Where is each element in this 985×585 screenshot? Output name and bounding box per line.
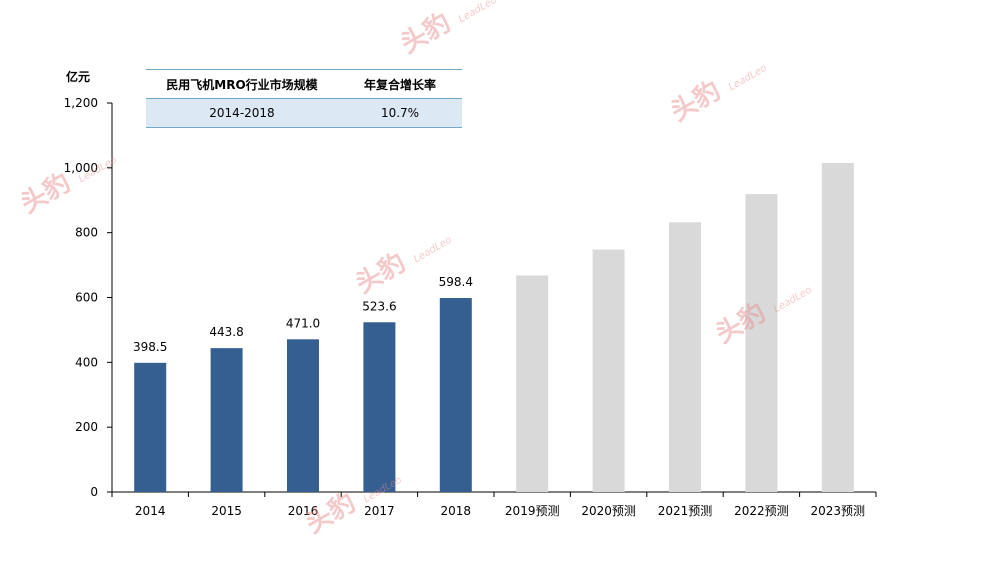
cagr-table-row: 2014-2018 10.7% [146,99,462,127]
y-tick-label: 600 [75,291,98,305]
bar-value-label: 598.4 [439,275,473,289]
bar-value-label: 443.8 [209,325,243,339]
actual-bar [439,298,472,492]
x-tick-label: 2020预测 [581,504,636,518]
forecast-bar [592,249,625,492]
y-tick-label: 1,200 [64,96,98,110]
x-tick-label: 2018 [441,504,472,518]
y-axis-unit-label: 亿元 [66,70,91,84]
y-tick-label: 800 [75,226,98,240]
y-tick-label: 0 [90,485,98,499]
forecast-bar [516,275,549,492]
forecast-bar [745,194,778,493]
actual-bar [287,339,319,492]
cagr-table-header-cagr: 年复合增长率 [363,77,436,92]
x-tick-label: 2019预测 [505,504,560,518]
x-tick-label: 2014 [135,504,166,518]
y-tick-label: 400 [75,355,98,369]
actual-bar [363,322,396,492]
x-tick-label: 2021预测 [658,504,713,518]
cagr-table-rate: 10.7% [380,106,420,120]
bar-value-label: 471.0 [286,316,320,330]
forecast-bar [821,162,854,493]
x-tick-label: 2015 [211,504,242,518]
actual-bar [210,348,243,492]
bar-value-label: 523.6 [362,299,396,313]
x-tick-label: 2016 [288,504,319,518]
cagr-table-period: 2014-2018 [209,106,275,120]
forecast-bar [669,222,701,492]
x-tick-label: 2017 [364,504,395,518]
actual-bar [134,362,167,492]
x-tick-label: 2023预测 [811,504,866,518]
cagr-table-header-metric: 民用飞机MRO行业市场规模 [166,77,318,92]
y-tick-label: 200 [75,420,98,434]
x-tick-label: 2022预测 [734,504,789,518]
bar-value-label: 398.5 [133,340,167,354]
y-tick-label: 1,000 [64,161,98,175]
cagr-table: 民用飞机MRO行业市场规模 年复合增长率 2014-2018 10.7% [146,69,462,128]
cagr-table-header: 民用飞机MRO行业市场规模 年复合增长率 [146,70,462,99]
